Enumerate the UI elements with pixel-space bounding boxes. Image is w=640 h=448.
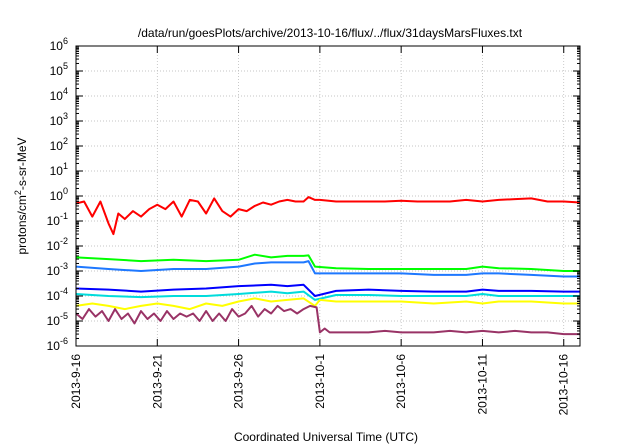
y-tick-exponent: -1	[60, 211, 68, 221]
y-tick-exponent: 5	[63, 61, 68, 71]
y-tick-base: 10	[47, 339, 61, 353]
y-tick-exponent: 2	[63, 136, 68, 146]
x-axis: 2013-9-16 2013-9-21 2013-9-26 2013-10-1 2013…	[69, 46, 571, 415]
y-tick-exponent: 6	[63, 36, 68, 46]
y-tick-base: 10	[47, 239, 61, 253]
x-axis-label: Coordinated Universal Time (UTC)	[234, 430, 418, 444]
y-tick-label: 10-1	[47, 211, 68, 228]
y-tick-base: 10	[50, 89, 64, 103]
x-tick-label: 2013-10-6	[394, 354, 408, 409]
y-tick-label: 103	[50, 111, 68, 128]
y-tick-label: 106	[50, 36, 68, 53]
y-tick-base: 10	[47, 289, 61, 303]
y-tick-base: 10	[47, 314, 61, 328]
y-tick-base: 10	[50, 139, 64, 153]
y-tick-exponent: 1	[63, 161, 68, 171]
x-tick-label: 2013-9-21	[150, 354, 164, 409]
series-line-7	[75, 304, 580, 336]
y-tick-label: 10-2	[47, 236, 68, 253]
y-label-superscript: 2	[13, 190, 23, 195]
y-tick-base: 10	[50, 114, 64, 128]
y-tick-label: 105	[50, 61, 68, 78]
y-tick-label: 102	[50, 136, 68, 153]
y-tick-label: 101	[50, 161, 68, 178]
y-tick-exponent: -2	[60, 236, 68, 246]
x-tick-label: 2013-10-16	[557, 354, 571, 416]
y-tick-label: 100	[50, 186, 68, 203]
y-tick-exponent: -6	[60, 336, 68, 346]
y-axis-label: protons/cm2-s-sr-MeV	[13, 137, 29, 254]
y-tick-base: 10	[50, 39, 64, 53]
series-group	[75, 196, 581, 336]
y-tick-exponent: -4	[60, 286, 68, 296]
y-tick-label: 10-6	[47, 336, 68, 353]
y-tick-base: 10	[50, 189, 64, 203]
series-line-4	[75, 283, 580, 297]
y-tick-label: 10-3	[47, 261, 68, 278]
y-tick-base: 10	[50, 164, 64, 178]
y-tick-exponent: 3	[63, 111, 68, 121]
y-label-rest: -s-sr-MeV	[15, 137, 29, 190]
x-tick-label: 2013-10-1	[313, 354, 327, 409]
series-line-1	[75, 196, 581, 236]
y-tick-base: 10	[47, 214, 61, 228]
x-tick-label: 2013-9-26	[232, 354, 246, 409]
y-tick-base: 10	[50, 64, 64, 78]
y-tick-label: 10-5	[47, 311, 68, 328]
y-tick-base: 10	[47, 264, 61, 278]
x-tick-label: 2013-9-16	[69, 354, 83, 409]
y-label-main: protons/cm	[15, 195, 29, 254]
series-line-2	[75, 253, 580, 272]
series-line-3	[75, 260, 580, 278]
y-tick-exponent: 0	[63, 186, 68, 196]
x-tick-label: 2013-10-11	[475, 354, 489, 415]
series-line-5	[75, 290, 580, 301]
y-tick-label: 10-4	[47, 286, 68, 303]
series-line-6	[75, 297, 580, 311]
y-tick-exponent: -3	[60, 261, 68, 271]
y-tick-exponent: 4	[63, 86, 68, 96]
y-tick-exponent: -5	[60, 311, 68, 321]
y-tick-label: 104	[50, 86, 68, 103]
chart-title: /data/run/goesPlots/archive/2013-10-16/f…	[138, 26, 523, 40]
